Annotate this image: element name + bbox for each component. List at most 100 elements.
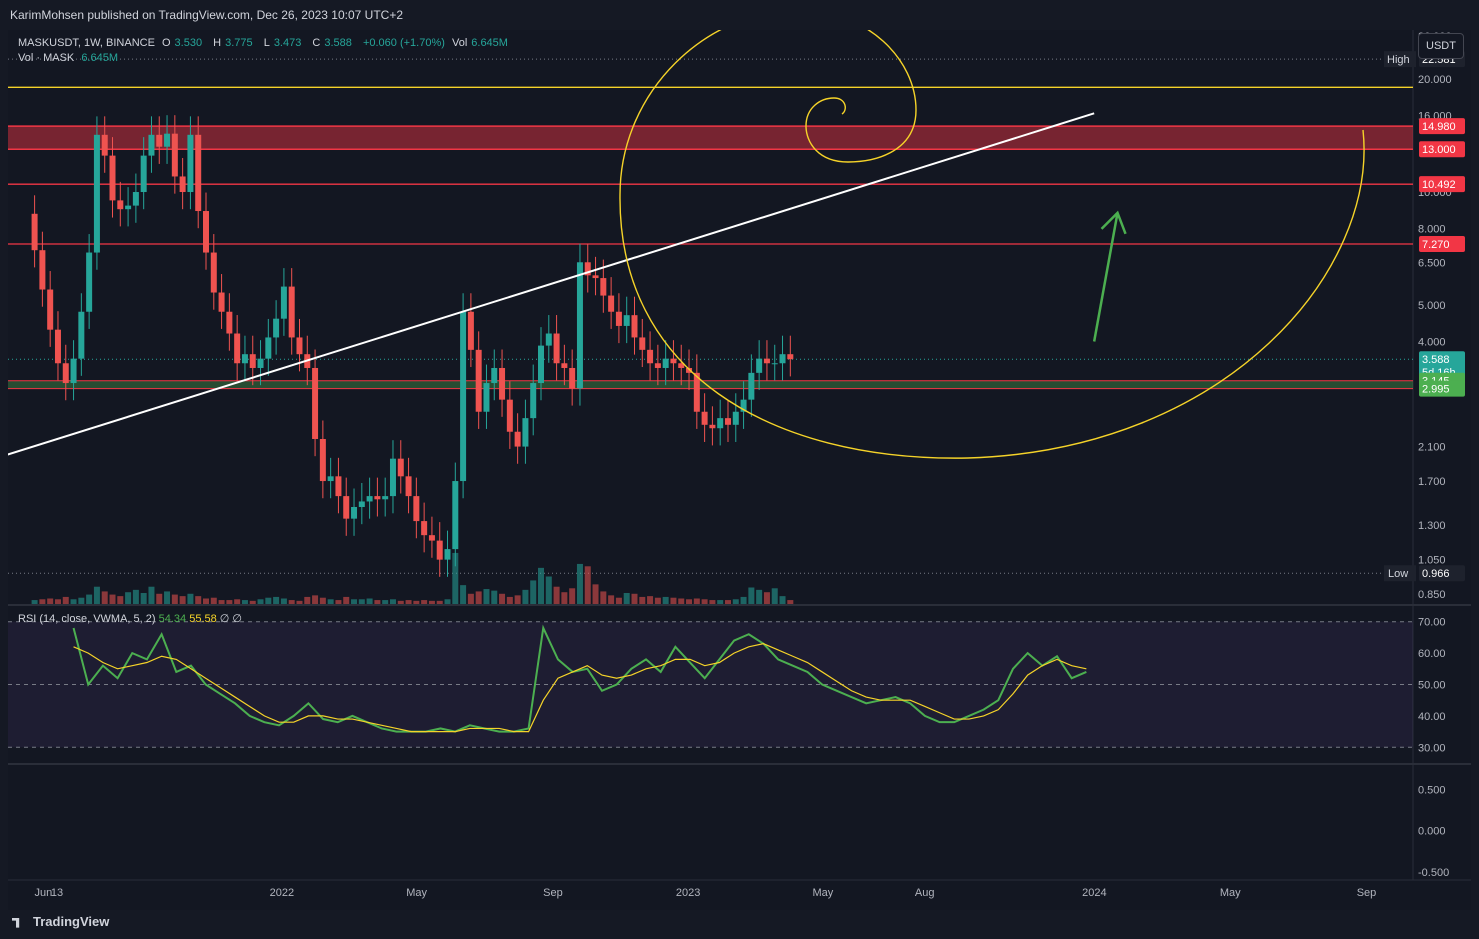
price-tick-label: 1.700 [1418, 476, 1446, 488]
candle-body [171, 133, 178, 177]
vol-value: 6.645M [471, 37, 508, 49]
candle-body [382, 496, 389, 500]
rsi-ma-value: 55.58 [189, 613, 217, 625]
candle-body [600, 278, 607, 296]
price-tick-label: 1.300 [1418, 520, 1446, 532]
candle-body [763, 358, 770, 364]
price-label-zone: 13.000 [1422, 144, 1456, 156]
candle-body [678, 363, 685, 368]
volume-bar [249, 600, 256, 604]
price-label-level-bg [1419, 236, 1465, 253]
rsi-tick-label: 40.00 [1418, 711, 1446, 723]
volume-bar [623, 593, 630, 604]
price-tick-label: 4.000 [1418, 336, 1446, 348]
volume-bar [756, 589, 763, 604]
candle-body [241, 354, 248, 364]
candle-body [639, 337, 646, 350]
chart-area[interactable]: 26.00020.00016.00010.0008.0006.5005.0004… [8, 30, 1471, 910]
brand-label: TradingView [33, 914, 110, 929]
low-marker-bg [1384, 565, 1416, 582]
close-label: C [312, 37, 321, 49]
candle-body [499, 367, 506, 400]
volume-series-label[interactable]: Vol · MASK [18, 52, 75, 64]
volume-bar [257, 599, 264, 604]
currency-button[interactable]: USDT [1418, 33, 1464, 59]
price-label-zone: 14.980 [1422, 121, 1456, 133]
candle-body [662, 358, 669, 368]
price-label-level: 7.270 [1422, 239, 1450, 251]
candle-body [686, 367, 693, 373]
time-tick-label: Aug [915, 887, 935, 899]
volume-bar [717, 600, 724, 604]
candle-body [413, 496, 420, 522]
volume-bar [265, 597, 272, 604]
candle-body [195, 134, 202, 212]
candle-body [654, 363, 661, 368]
volume-bar [732, 599, 739, 604]
volume-bar [195, 596, 202, 604]
price-tick-label: 2.100 [1418, 442, 1446, 454]
rsi-line [72, 624, 1087, 733]
volume-bar [413, 600, 420, 604]
candle-body [615, 311, 622, 326]
volume-bar [280, 598, 287, 604]
volume-bar [576, 563, 583, 604]
close-value: 3.588 [324, 37, 352, 49]
volume-bar [117, 596, 124, 604]
volume-bar [724, 600, 731, 604]
time-tick-label: 2022 [270, 887, 294, 899]
candle-body [522, 418, 529, 447]
candle-body [647, 349, 654, 364]
volume-bar [273, 596, 280, 604]
volume-bar [763, 592, 770, 604]
volume-series-value: 6.645M [81, 52, 119, 64]
candle-body [62, 363, 69, 384]
top-bar: KarimMohsen published on TradingView.com… [0, 0, 1479, 30]
volume-bar [156, 593, 163, 604]
candle-body [732, 411, 739, 425]
chart-canvas[interactable]: 26.00020.00016.00010.0008.0006.5005.0004… [8, 30, 1471, 910]
price-tick-label: 8.000 [1418, 223, 1446, 235]
footer [0, 910, 1479, 939]
volume-bar [319, 597, 326, 604]
candle-body [358, 501, 365, 507]
low-value: 3.473 [273, 37, 302, 49]
candle-body [86, 252, 93, 312]
low-label: L [263, 37, 270, 49]
candle-body [444, 549, 451, 560]
candle-body [54, 329, 61, 364]
time-tick-label: May [812, 887, 833, 899]
price-label-support-bg [1419, 380, 1465, 397]
candle-body [117, 200, 124, 210]
candle-body [538, 345, 545, 384]
volume-bar [327, 599, 334, 604]
candle-body [436, 540, 443, 560]
candle-body [569, 367, 576, 389]
candle-body [701, 411, 708, 425]
candle-body [475, 349, 482, 412]
candle-body [78, 311, 85, 359]
volume-bar [483, 589, 490, 604]
time-tick-label: 2024 [1082, 887, 1106, 899]
volume-bar [366, 598, 373, 604]
volume-bar [631, 593, 638, 604]
time-tick-label: Sep [543, 887, 563, 899]
rsi-tick-label: 70.00 [1418, 617, 1446, 629]
price-label-last-bg [1419, 351, 1465, 380]
candle-body [693, 372, 700, 412]
candle-body [179, 176, 186, 193]
volume-bar [639, 596, 646, 604]
candle-body [249, 354, 256, 368]
rsi-label[interactable]: RSI (14, close, VWMA, 5, 2) [18, 613, 156, 625]
volume-bar [31, 600, 38, 604]
extra-tick-label: 0.500 [1418, 785, 1446, 797]
candle-body [428, 535, 435, 541]
volume-bar [530, 580, 537, 604]
volume-bar [779, 596, 786, 604]
symbol-name[interactable]: MASKUSDT, 1W, BINANCE [18, 37, 155, 49]
volume-bar [343, 596, 350, 604]
tradingview-logo[interactable]: TradingView [12, 914, 109, 929]
candle-body [234, 333, 241, 364]
candle-body [779, 354, 786, 364]
candle-body [70, 358, 77, 384]
